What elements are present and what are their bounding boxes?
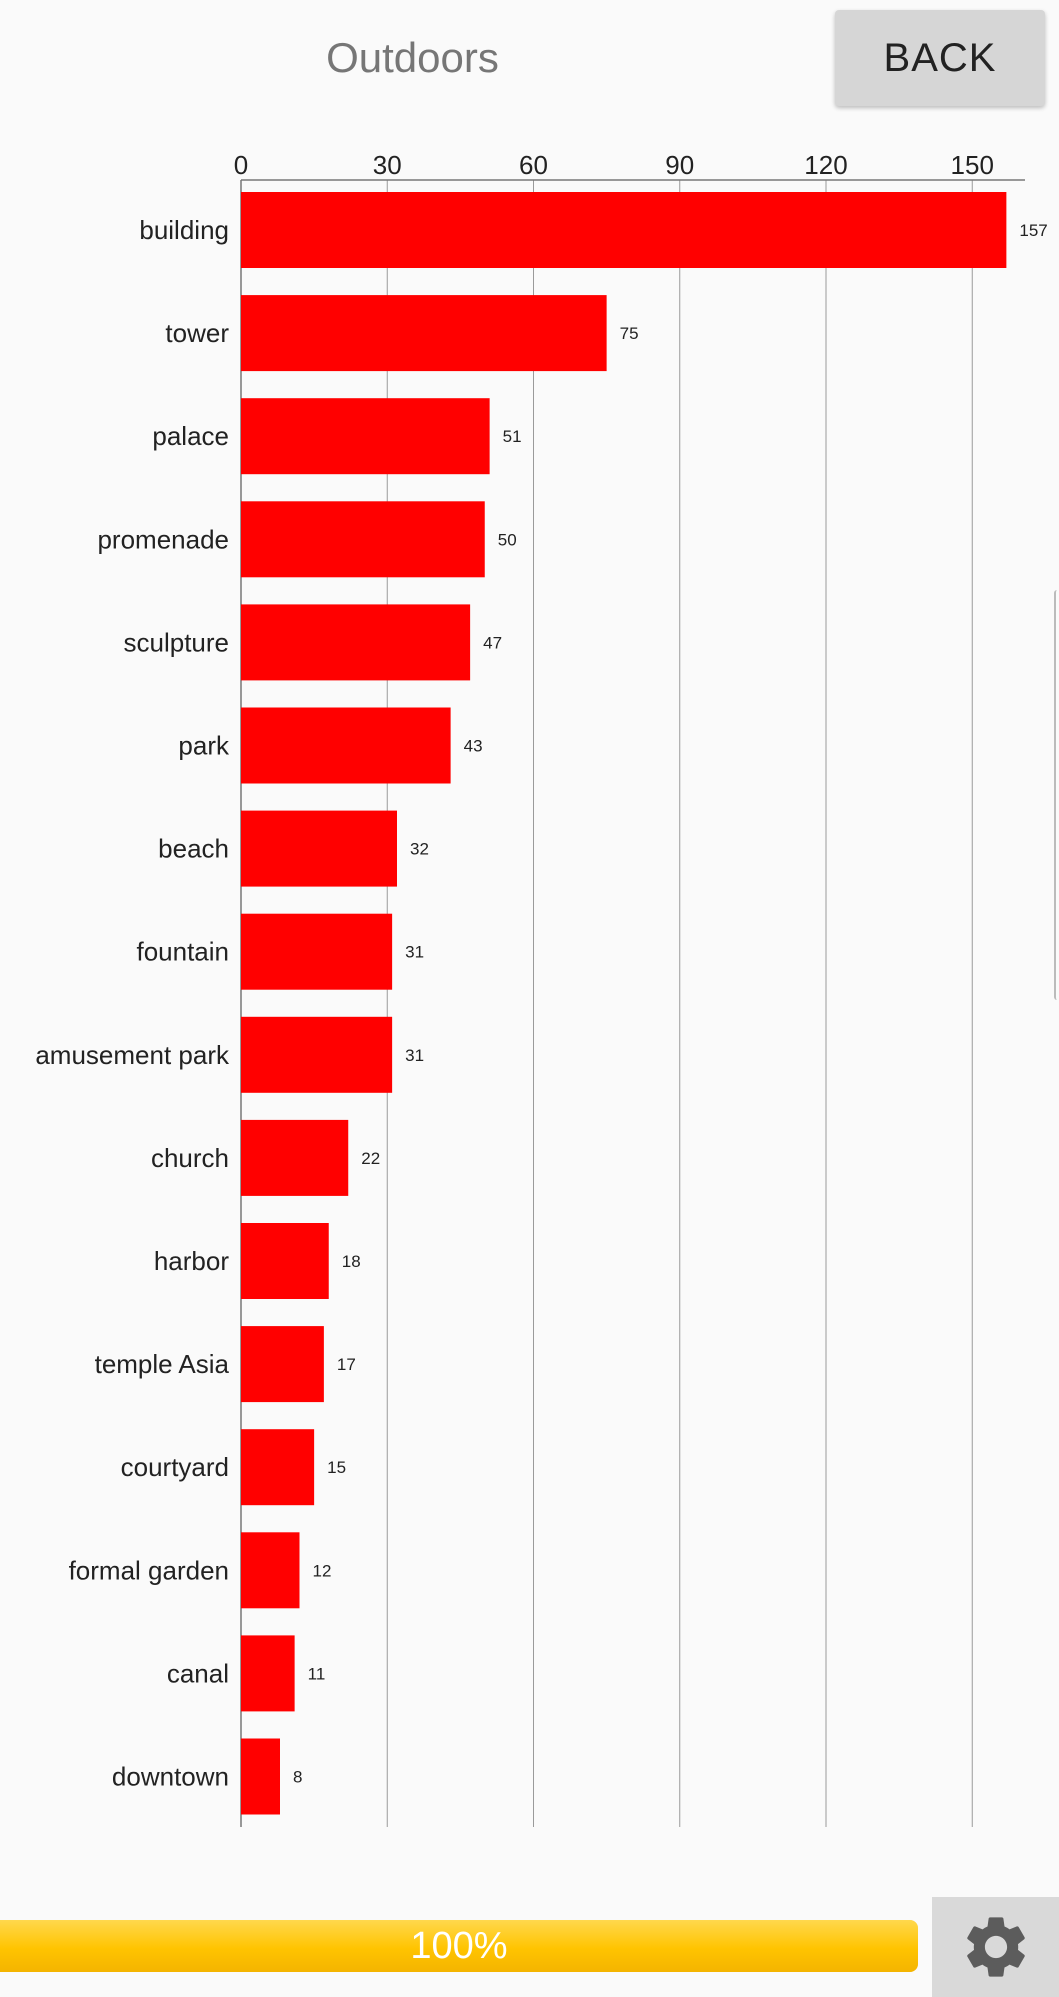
x-tick-label: 120 (804, 150, 847, 180)
bar (241, 501, 485, 578)
category-label: fountain (136, 937, 229, 967)
x-tick-label: 90 (665, 150, 694, 180)
data-label: 22 (361, 1149, 380, 1168)
bar (241, 1532, 300, 1609)
category-label: building (139, 215, 229, 245)
bar (241, 1119, 349, 1196)
data-label: 31 (405, 1046, 424, 1065)
page-title: Outdoors (326, 34, 499, 81)
data-label: 8 (293, 1768, 302, 1787)
bar (241, 1326, 324, 1403)
side-drawer-handle[interactable] (1054, 590, 1059, 1000)
x-tick-label: 30 (373, 150, 402, 180)
x-tick-label: 60 (519, 150, 548, 180)
data-label: 18 (342, 1252, 361, 1271)
category-label: promenade (97, 524, 229, 554)
category-label: temple Asia (95, 1349, 230, 1379)
category-label: downtown (112, 1762, 229, 1792)
x-tick-label: 150 (951, 150, 994, 180)
bar (241, 1429, 315, 1506)
data-label: 32 (410, 840, 429, 859)
category-label: church (151, 1143, 229, 1173)
progress-fill (0, 1920, 918, 1972)
data-label: 12 (313, 1561, 332, 1580)
category-label: courtyard (121, 1452, 229, 1482)
data-label: 47 (483, 633, 502, 652)
data-label: 50 (498, 530, 517, 549)
category-label: palace (152, 421, 229, 451)
category-label: amusement park (35, 1040, 230, 1070)
settings-button[interactable] (932, 1897, 1059, 1997)
category-label: tower (165, 318, 229, 348)
data-label: 15 (327, 1458, 346, 1477)
bar-chart: 0 30 60 90 120 150 building 157 tower 75 palace 51 p… (35, 150, 1048, 1827)
bar (241, 1738, 280, 1815)
bar (241, 192, 1007, 268)
category-label: formal garden (69, 1555, 229, 1585)
progress-bar: 100% (0, 1920, 918, 1972)
bar (241, 707, 451, 784)
category-label: sculpture (124, 627, 230, 657)
category-label: park (178, 731, 230, 761)
bar (241, 913, 393, 990)
category-label: beach (158, 834, 229, 864)
gear-icon (966, 1917, 1025, 1977)
bar (241, 604, 471, 681)
data-label: 31 (405, 943, 424, 962)
data-label: 17 (337, 1355, 356, 1374)
bar (241, 1635, 295, 1712)
data-label: 51 (503, 427, 522, 446)
progress-label: 100% (410, 1924, 508, 1967)
data-label: 11 (308, 1664, 326, 1683)
data-label: 43 (464, 737, 483, 756)
back-button[interactable]: BACK (835, 10, 1045, 106)
bar (241, 1223, 329, 1299)
category-label: harbor (154, 1246, 229, 1276)
bar (241, 295, 607, 372)
bar (241, 398, 490, 475)
data-label: 75 (620, 324, 639, 343)
bar (241, 810, 397, 887)
x-tick-label: 0 (234, 150, 248, 180)
data-label: 157 (1019, 221, 1047, 240)
category-label: canal (167, 1658, 229, 1688)
bar (241, 1016, 393, 1093)
